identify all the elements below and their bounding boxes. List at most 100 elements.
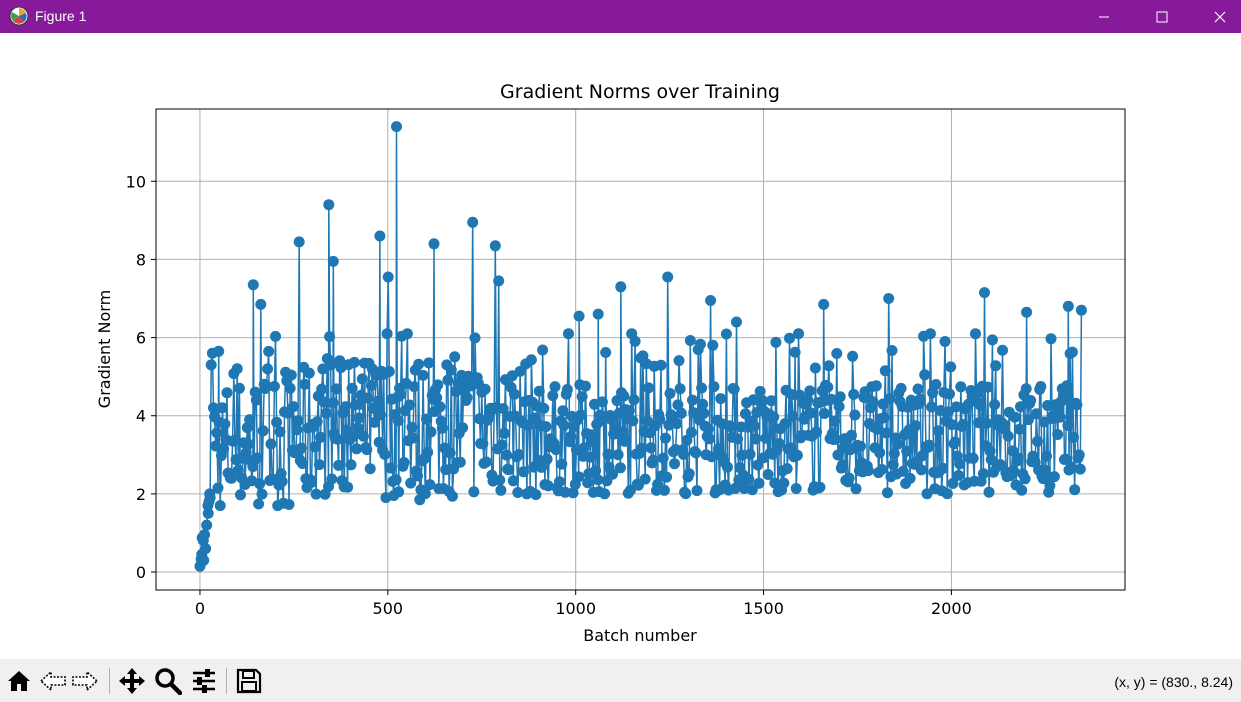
forward-button[interactable] xyxy=(70,667,100,695)
data-point xyxy=(200,543,212,555)
data-point xyxy=(955,381,967,393)
data-point xyxy=(285,369,297,381)
data-point xyxy=(383,366,395,377)
data-point xyxy=(480,456,492,468)
figure-canvas[interactable]: Gradient Norms over Training 0 500 1000 150… xyxy=(0,33,1241,659)
configure-subplots-button[interactable] xyxy=(189,667,219,695)
data-point xyxy=(805,407,817,419)
data-point xyxy=(550,444,562,456)
data-point xyxy=(374,230,386,242)
data-point xyxy=(339,401,351,413)
data-point xyxy=(573,310,585,322)
window-titlebar: Figure 1 xyxy=(0,0,1241,33)
data-point xyxy=(1037,473,1049,485)
data-point xyxy=(493,275,505,287)
data-point xyxy=(558,420,570,431)
data-point xyxy=(1022,414,1034,426)
save-button[interactable] xyxy=(234,667,264,695)
data-point xyxy=(669,458,680,470)
data-point xyxy=(837,459,848,471)
data-point xyxy=(744,448,756,460)
data-point xyxy=(687,394,698,406)
data-point xyxy=(661,471,673,483)
data-point xyxy=(628,394,640,406)
data-point xyxy=(939,336,951,347)
data-point xyxy=(657,452,669,464)
data-point xyxy=(708,381,720,393)
data-point xyxy=(1068,431,1079,443)
data-point xyxy=(696,382,708,394)
data-point xyxy=(549,381,561,393)
maximize-button[interactable] xyxy=(1133,0,1191,33)
data-point xyxy=(538,402,550,414)
data-point xyxy=(924,328,936,340)
data-point xyxy=(556,458,568,470)
data-point xyxy=(1016,484,1028,496)
data-point xyxy=(600,347,612,358)
data-point xyxy=(660,432,671,444)
data-point xyxy=(655,359,667,371)
data-point xyxy=(647,454,659,466)
data-point xyxy=(494,474,506,486)
data-point xyxy=(201,519,213,531)
data-point xyxy=(1009,411,1021,423)
data-point xyxy=(205,359,217,371)
data-point xyxy=(541,453,553,465)
data-point xyxy=(932,425,944,437)
data-point xyxy=(295,442,307,454)
data-point xyxy=(791,449,803,461)
data-point xyxy=(442,374,454,386)
data-point xyxy=(536,461,547,473)
pan-button[interactable] xyxy=(117,667,147,695)
data-point xyxy=(421,413,432,425)
data-point xyxy=(930,379,942,390)
data-point xyxy=(743,473,755,485)
data-point xyxy=(678,448,689,460)
data-point xyxy=(954,458,966,470)
data-point xyxy=(326,473,338,485)
data-point xyxy=(408,381,420,393)
data-point xyxy=(214,500,226,512)
data-point xyxy=(705,295,717,306)
zoom-button[interactable] xyxy=(153,667,183,695)
data-point xyxy=(1035,381,1047,392)
chart-ticks: 0 500 1000 1500 2000 0 2 4 6 8 10 xyxy=(126,172,972,618)
data-point xyxy=(424,479,436,491)
data-point xyxy=(198,554,210,566)
data-point xyxy=(728,383,740,395)
data-point xyxy=(1071,399,1083,411)
minimize-button[interactable] xyxy=(1075,0,1133,33)
data-point xyxy=(720,328,732,340)
data-point xyxy=(674,383,686,395)
data-point xyxy=(292,415,304,427)
chart-svg[interactable]: Gradient Norms over Training 0 500 1000 150… xyxy=(0,33,1241,659)
data-point xyxy=(664,388,676,399)
data-point xyxy=(217,402,228,414)
navigation-toolbar: (x, y) = (830., 8.24) xyxy=(0,659,1241,702)
y-tick-label: 4 xyxy=(136,407,146,426)
data-point xyxy=(365,380,377,391)
close-button[interactable] xyxy=(1191,0,1241,33)
data-point xyxy=(785,442,797,454)
data-point xyxy=(639,473,651,485)
forward-icon xyxy=(72,670,99,692)
data-point xyxy=(313,459,325,471)
home-button[interactable] xyxy=(4,667,34,695)
data-point xyxy=(753,477,765,489)
x-tick-label: 500 xyxy=(373,599,404,618)
data-point xyxy=(818,408,830,419)
zoom-icon xyxy=(155,668,182,695)
data-point xyxy=(436,422,448,434)
data-point xyxy=(249,386,261,398)
data-point xyxy=(263,345,275,357)
data-point xyxy=(303,367,315,379)
data-point xyxy=(901,445,913,457)
data-point xyxy=(330,383,342,395)
data-point xyxy=(578,442,590,454)
data-point xyxy=(547,390,559,402)
data-point xyxy=(917,450,928,462)
data-point xyxy=(299,378,311,390)
data-point xyxy=(675,407,687,419)
back-button[interactable] xyxy=(38,667,68,695)
data-point xyxy=(1052,429,1064,440)
